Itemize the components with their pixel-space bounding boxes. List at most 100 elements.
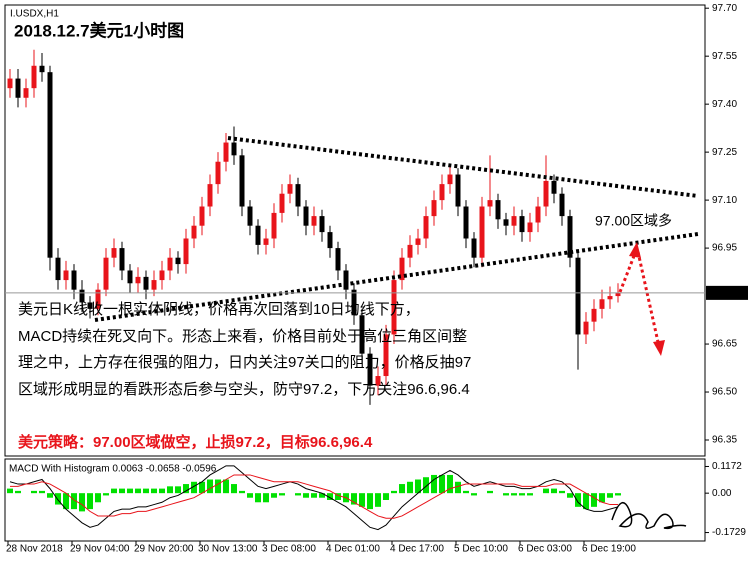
y-tick-label: 96.35: [712, 435, 737, 446]
candle-body: [95, 289, 101, 309]
candle-body: [455, 174, 461, 207]
candle-body: [607, 296, 613, 300]
histogram-bar: [95, 493, 101, 503]
candle-body: [7, 78, 13, 89]
candle-body: [591, 308, 597, 322]
macd-line: [10, 474, 618, 519]
x-tick-label: 3 Dec 08:00: [262, 544, 316, 555]
candle-body: [47, 72, 53, 258]
histogram-bar: [271, 493, 277, 498]
histogram-bar: [599, 493, 605, 503]
histogram-bar: [175, 486, 181, 494]
candle-body: [255, 225, 261, 245]
candle-body: [367, 353, 373, 386]
histogram-bar: [327, 493, 333, 500]
y-tick-label: -0.1729: [712, 527, 746, 538]
histogram-bar: [255, 493, 261, 503]
current-price-label: 96.81: [712, 288, 737, 299]
candle-body: [151, 280, 157, 290]
candle-body: [383, 334, 389, 377]
histogram-bar: [567, 493, 573, 498]
histogram-bar: [591, 493, 597, 507]
candle-body: [71, 270, 77, 290]
x-tick-label: 4 Dec 01:00: [326, 544, 380, 555]
candle-body: [391, 280, 397, 335]
candle-body: [423, 216, 429, 239]
arrow-head: [653, 340, 665, 356]
histogram-bar: [359, 493, 365, 507]
analysis-line: 美元日K线收一根实体阴线，价格再次回落到10日均线下方，: [18, 301, 420, 318]
y-tick-label: 96.65: [712, 339, 737, 350]
x-tick-label: 30 Nov 13:00: [198, 544, 258, 555]
candle-body: [359, 315, 365, 354]
histogram-bar: [407, 481, 413, 494]
histogram-bar: [79, 493, 85, 512]
y-tick-label: 97.40: [712, 99, 737, 110]
y-tick-label: 96.50: [712, 387, 737, 398]
candle-body: [167, 257, 173, 271]
histogram-bar: [391, 490, 397, 494]
histogram-bar: [71, 493, 77, 510]
histogram-bar: [263, 493, 269, 503]
histogram-bar: [159, 488, 165, 494]
histogram-bar: [607, 493, 613, 498]
candle-body: [103, 257, 109, 290]
histogram-bar: [559, 490, 565, 494]
strategy: 美元策略：97.00区域做空，止损97.2，目标96.6,96.4: [18, 433, 373, 451]
histogram-bar: [583, 493, 589, 510]
candle-body: [471, 238, 477, 258]
analysis-line: 区域形成明显的看跌形态后参与空头，防守97.2，下方关注96.6,96.4: [18, 381, 470, 398]
histogram-bar: [511, 493, 517, 496]
candle-body: [487, 200, 493, 207]
candle-body: [439, 184, 445, 201]
candle-body: [183, 238, 189, 265]
x-tick-label: 4 Dec 17:00: [390, 544, 444, 555]
candle-body: [87, 302, 93, 309]
histogram-bar: [103, 493, 109, 496]
histogram-bar: [111, 488, 117, 494]
candle-body: [463, 206, 469, 239]
x-tick-label: 28 Nov 2018: [6, 544, 63, 555]
candle-body: [415, 238, 421, 245]
candle-body: [527, 222, 533, 233]
histogram-bar: [543, 488, 549, 494]
histogram-bar: [415, 479, 421, 494]
candle-body: [55, 257, 61, 281]
candle-body: [63, 270, 69, 281]
macd-line: [9, 465, 619, 531]
candle-body: [447, 174, 453, 185]
candle-body: [575, 257, 581, 335]
y-tick-label: 97.70: [712, 3, 737, 14]
histogram-bar: [15, 490, 21, 494]
candle-body: [247, 206, 253, 226]
histogram-bar: [399, 484, 405, 494]
histogram-bar: [215, 479, 221, 494]
histogram-bar: [119, 488, 125, 494]
histogram-bar: [231, 484, 237, 494]
histogram-bar: [63, 493, 69, 510]
candle-body: [351, 289, 357, 316]
candle-body: [31, 65, 37, 89]
candle-body: [111, 248, 117, 258]
candle-body: [127, 270, 133, 284]
histogram-bar: [47, 493, 53, 498]
candle-body: [503, 219, 509, 226]
macd-frame: [4, 458, 706, 542]
candle-body: [495, 200, 501, 220]
candle-body: [39, 65, 45, 73]
histogram-bar: [151, 488, 157, 494]
signature: [611, 502, 687, 530]
histogram-bar: [471, 493, 477, 496]
candle-body: [335, 248, 341, 271]
y-tick-label: 97.10: [712, 195, 737, 206]
histogram-bar: [575, 493, 581, 507]
histogram-bar: [39, 490, 45, 494]
candle-body: [23, 88, 29, 98]
histogram-bar: [503, 493, 509, 496]
candle-body: [295, 184, 301, 207]
histogram-bar: [31, 490, 37, 494]
candle-body: [191, 225, 197, 239]
candle-body: [287, 184, 293, 194]
x-tick-label: 29 Nov 04:00: [70, 544, 130, 555]
candle-body: [207, 184, 213, 207]
